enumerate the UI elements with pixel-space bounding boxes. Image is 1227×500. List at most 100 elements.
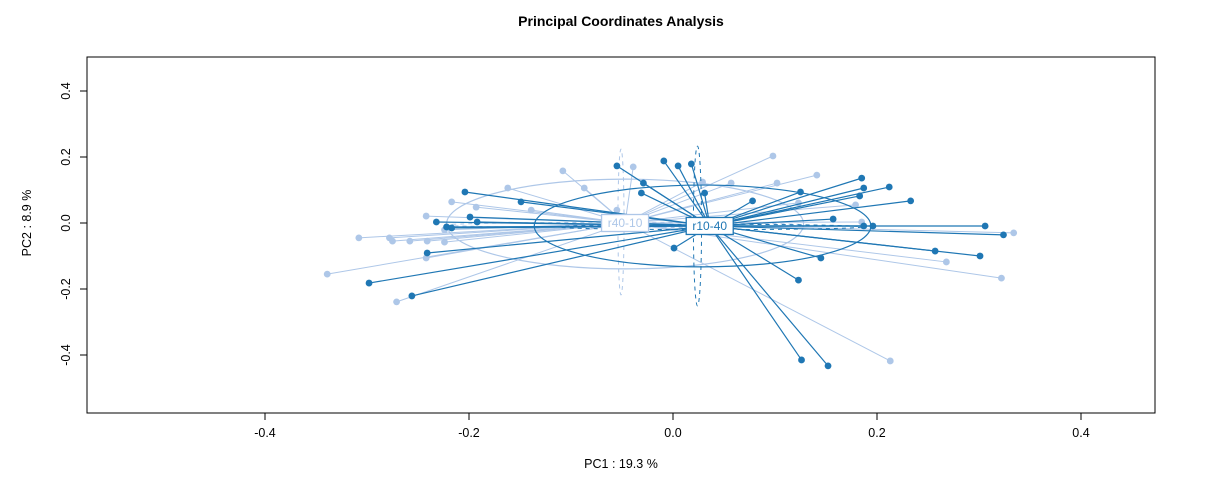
spider-line — [475, 206, 626, 224]
data-point — [441, 238, 448, 246]
y-tick-label: -0.2 — [59, 278, 73, 300]
data-point — [472, 203, 480, 211]
data-point — [432, 218, 440, 226]
x-axis-label: PC1 : 19.3 % — [584, 457, 658, 471]
spider-line — [426, 225, 711, 254]
spider-line — [624, 202, 799, 224]
data-point — [559, 167, 567, 175]
data-point — [580, 184, 588, 192]
x-tick-label: -0.2 — [458, 426, 480, 440]
y-axis-label: PC2 : 8.9 % — [20, 189, 34, 257]
data-point — [674, 162, 682, 170]
data-point — [365, 279, 373, 287]
spider-line — [677, 165, 711, 227]
data-point — [829, 215, 837, 223]
spider-line — [411, 225, 711, 297]
data-point — [817, 254, 825, 262]
spider-line — [624, 174, 818, 224]
data-point — [422, 212, 430, 220]
y-tick-label: -0.4 — [59, 344, 73, 366]
data-point — [798, 356, 805, 364]
spider-line — [624, 221, 863, 224]
data-point — [907, 197, 915, 205]
data-point — [687, 160, 695, 168]
data-point — [613, 162, 621, 170]
x-tick-label: 0.2 — [868, 426, 885, 440]
data-point — [769, 152, 777, 160]
data-point — [885, 183, 893, 191]
data-point — [727, 179, 735, 187]
data-point — [813, 171, 821, 179]
data-point — [504, 184, 512, 192]
spider-line — [476, 221, 711, 227]
data-point — [749, 197, 756, 205]
spider-line — [709, 225, 803, 361]
chart-title: Principal Coordinates Analysis — [518, 13, 724, 29]
spider-line — [709, 225, 1005, 236]
data-point — [797, 188, 804, 196]
data-point — [886, 357, 894, 365]
data-point — [517, 198, 525, 206]
spider-line — [624, 222, 891, 362]
data-point — [1010, 229, 1018, 237]
data-point — [473, 218, 481, 226]
data-point — [448, 198, 456, 206]
data-point — [1000, 231, 1007, 239]
spider-line — [709, 177, 863, 227]
data-point — [637, 189, 645, 197]
spider-line — [709, 200, 912, 227]
y-tick-label: 0.0 — [59, 214, 73, 231]
y-tick-label: 0.2 — [59, 148, 73, 165]
y-tick-label: 0.4 — [59, 82, 73, 99]
spider-line — [663, 160, 711, 227]
data-point — [443, 223, 450, 231]
spider-line — [368, 225, 711, 284]
data-point — [393, 298, 400, 306]
data-point — [824, 362, 832, 370]
x-tick-label: 0.4 — [1072, 426, 1089, 440]
data-point — [869, 222, 877, 230]
data-point — [860, 222, 868, 230]
data-point — [795, 276, 802, 284]
data-point — [858, 174, 866, 182]
data-point — [856, 192, 864, 200]
data-point — [466, 213, 474, 221]
data-point — [640, 179, 647, 187]
data-point — [773, 179, 781, 187]
data-point — [976, 252, 984, 260]
data-point — [629, 163, 637, 171]
centroid-label-text: r40-10 — [608, 216, 643, 230]
data-point — [323, 270, 331, 278]
data-point — [423, 237, 431, 245]
spider-line — [388, 222, 626, 239]
spider-line — [396, 222, 626, 303]
data-point — [931, 247, 939, 255]
centroid-label-text: r10-40 — [692, 219, 727, 233]
data-point — [461, 188, 469, 196]
data-point — [660, 157, 668, 165]
data-point — [527, 206, 535, 214]
data-point — [942, 258, 950, 266]
data-point — [701, 189, 709, 197]
centroid-label-box — [600, 213, 650, 233]
data-point — [355, 234, 363, 242]
data-point — [998, 274, 1005, 282]
data-point — [852, 201, 859, 209]
data-point — [406, 237, 414, 245]
data-point — [670, 244, 678, 252]
spider-line — [709, 225, 829, 367]
data-point — [389, 237, 396, 245]
centroid-label-box — [685, 216, 734, 236]
data-point — [408, 292, 416, 300]
data-point — [860, 184, 868, 192]
spider-line — [451, 225, 711, 229]
x-tick-label: 0.0 — [664, 426, 681, 440]
data-point — [423, 249, 431, 257]
data-point — [613, 206, 621, 214]
spider-line — [709, 187, 865, 227]
data-point — [981, 222, 989, 230]
plot-frame — [86, 56, 1156, 414]
data-point — [448, 224, 456, 232]
